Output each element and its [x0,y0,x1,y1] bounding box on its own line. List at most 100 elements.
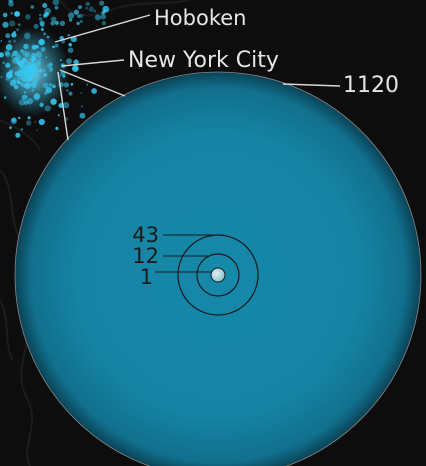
city-dot [10,117,17,125]
city-dot [70,83,74,86]
city-dot [62,74,66,78]
city-dot [31,53,36,58]
city-dot [66,89,69,92]
city-dot [102,5,110,13]
city-dot [17,23,21,27]
city-dot [20,65,24,69]
city-dot [25,14,31,20]
city-dot [76,21,80,26]
city-dot [45,86,52,94]
city-dot [29,57,32,60]
city-dot [59,59,62,62]
city-dot [59,20,66,27]
city-dot [35,51,43,58]
label-hoboken: Hoboken [154,6,246,30]
label-12: 12 [132,244,159,268]
city-dots-cluster [0,0,110,138]
city-dot [34,69,39,74]
city-dot [8,0,14,3]
city-dot [9,20,16,27]
city-dot [54,5,59,10]
city-dot [50,98,57,105]
city-dot [8,40,12,44]
city-dot [80,92,83,94]
city-dot [24,82,31,89]
city-dot [26,61,30,65]
city-dot [43,32,46,36]
city-dot [9,126,12,129]
city-dot [25,75,33,83]
city-dot [21,75,28,82]
city-dot [54,43,59,48]
city-dot [27,116,31,120]
city-dot [17,74,23,81]
city-dot [48,83,53,87]
city-dot [50,16,57,23]
city-dot [54,20,59,25]
city-dot [63,82,69,88]
city-dot [100,13,106,20]
city-dot [17,57,20,60]
city-dot [25,51,31,57]
city-dot [67,12,75,19]
city-dot [38,118,45,126]
city-dot [33,23,39,29]
city-dot [20,82,24,87]
city-dot [85,1,90,7]
city-dot [52,84,56,89]
city-dot [38,57,42,61]
city-dot [18,62,26,69]
bubble-1 [210,267,226,283]
city-dot [2,21,9,28]
city-dot [36,129,38,132]
city-dot [88,6,95,12]
city-dot [39,102,44,108]
city-dot [0,76,3,78]
city-dot [57,114,60,117]
city-dot [2,12,8,18]
city-dot [50,68,53,71]
city-dot [30,5,34,9]
city-dot [24,71,28,75]
city-dot [64,117,69,121]
city-dot [13,39,16,43]
city-dot [10,12,13,15]
city-dot [31,82,37,89]
city-dot [86,83,89,86]
city-dot [17,69,24,77]
city-dot [68,43,72,47]
city-dot [6,71,13,79]
city-dot [42,68,46,73]
city-dot [15,52,21,57]
city-dot [68,91,73,96]
city-dot [18,99,25,106]
city-dot [5,44,13,51]
city-dot [85,6,88,10]
city-dot [0,52,4,58]
city-dot [5,33,11,39]
city-dot [17,116,21,120]
city-dot [44,7,51,15]
city-dot [39,13,42,17]
bubble-12 [196,253,240,297]
city-dot [77,14,81,18]
city-dot [5,62,11,68]
city-dot [72,65,79,72]
city-dot [31,88,35,92]
city-dot [93,9,97,13]
city-dot [30,59,35,63]
city-dot [80,105,83,108]
city-dot [15,132,21,138]
city-dot [73,9,79,15]
label-new-york-city: New York City [128,48,279,73]
city-dot [9,79,17,87]
city-dot [40,28,44,31]
city-dot [44,105,51,112]
city-dot [3,96,7,99]
bubble-43 [177,234,259,316]
city-dot [45,56,48,59]
bubble-leader-lines [155,234,216,273]
city-dot [52,45,55,49]
city-dot [23,43,29,50]
